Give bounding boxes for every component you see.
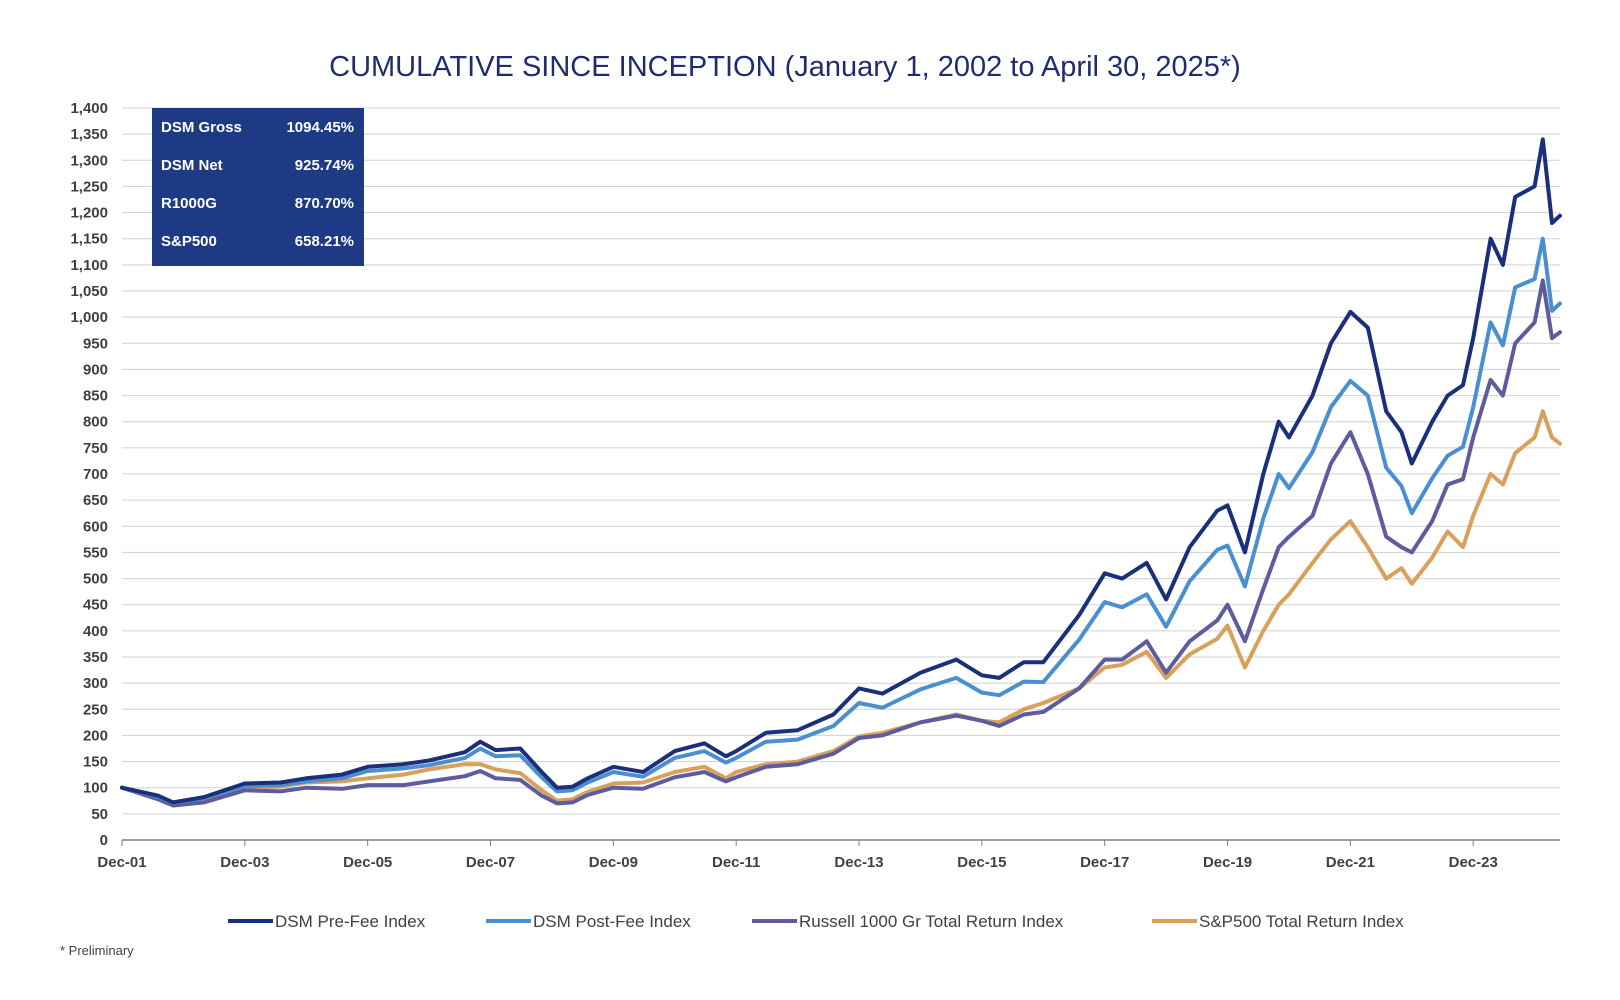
x-tick-label: Dec-11 bbox=[712, 854, 760, 871]
summary-value: 658.21% bbox=[295, 233, 354, 250]
legend-label: Russell 1000 Gr Total Return Index bbox=[799, 912, 1064, 931]
x-tick-label: Dec-05 bbox=[343, 854, 392, 871]
y-tick-label: 1,200 bbox=[70, 205, 108, 222]
y-tick-label: 450 bbox=[83, 597, 108, 614]
legend-label: DSM Post-Fee Index bbox=[533, 912, 691, 931]
summary-value: 925.74% bbox=[295, 157, 354, 174]
legend-label: S&P500 Total Return Index bbox=[1199, 912, 1404, 931]
y-tick-label: 1,050 bbox=[70, 283, 108, 300]
x-tick-label: Dec-03 bbox=[220, 854, 269, 871]
y-tick-label: 250 bbox=[83, 701, 108, 718]
y-tick-label: 900 bbox=[83, 361, 108, 378]
y-tick-label: 1,150 bbox=[70, 231, 108, 248]
y-tick-label: 1,400 bbox=[70, 100, 108, 117]
y-tick-label: 300 bbox=[83, 675, 108, 692]
x-tick-label: Dec-23 bbox=[1449, 854, 1498, 871]
y-tick-label: 200 bbox=[83, 727, 108, 744]
y-tick-label: 100 bbox=[83, 780, 108, 797]
summary-label: DSM Gross bbox=[161, 119, 242, 136]
y-tick-label: 850 bbox=[83, 388, 108, 405]
summary-label: DSM Net bbox=[161, 157, 223, 174]
chart-title: CUMULATIVE SINCE INCEPTION (January 1, 2… bbox=[329, 51, 1241, 83]
series-line-dsm-pre-fee-index bbox=[120, 137, 1562, 805]
y-tick-label: 50 bbox=[91, 806, 108, 823]
y-tick-label: 550 bbox=[83, 544, 108, 561]
x-tick-label: Dec-01 bbox=[97, 854, 146, 871]
y-tick-label: 650 bbox=[83, 492, 108, 509]
x-tick-label: Dec-09 bbox=[589, 854, 638, 871]
x-tick-label: Dec-21 bbox=[1326, 854, 1375, 871]
x-tick-label: Dec-13 bbox=[834, 854, 883, 871]
series-line-russell-1000-gr-total-return-index bbox=[120, 278, 1562, 808]
summary-label: S&P500 bbox=[161, 233, 217, 250]
y-axis-ticks: 0 50 100 150 200 250 300 350 400 450 500 550 600 650 7… bbox=[70, 100, 108, 849]
x-tick-label: Dec-07 bbox=[466, 854, 515, 871]
y-tick-label: 0 bbox=[100, 832, 108, 849]
y-tick-label: 1,300 bbox=[70, 152, 108, 169]
legend-label: DSM Pre-Fee Index bbox=[275, 912, 426, 931]
y-tick-label: 1,000 bbox=[70, 309, 108, 326]
summary-value: 870.70% bbox=[295, 195, 354, 212]
gridlines bbox=[122, 107, 1560, 841]
y-tick-label: 1,350 bbox=[70, 126, 108, 143]
footnote: * Preliminary bbox=[60, 943, 134, 958]
x-tick-label: Dec-17 bbox=[1080, 854, 1129, 871]
legend: DSM Pre-Fee Index DSM Post-Fee Index Russe… bbox=[228, 912, 1404, 931]
summary-box-bg bbox=[152, 108, 364, 266]
y-tick-label: 150 bbox=[83, 754, 108, 771]
series-lines bbox=[120, 137, 1562, 808]
series-line-s-p500-total-return-index bbox=[120, 409, 1562, 806]
x-axis-ticks: Dec-01 Dec-03 Dec-05 Dec-07 Dec-09 Dec-11 Dec-… bbox=[97, 839, 1560, 871]
y-tick-label: 700 bbox=[83, 466, 108, 483]
y-tick-label: 1,250 bbox=[70, 178, 108, 195]
summary-box: DSM Gross 1094.45% DSM Net 925.74% R1000G 870… bbox=[152, 108, 364, 266]
x-tick-label: Dec-19 bbox=[1203, 854, 1252, 871]
y-tick-label: 950 bbox=[83, 335, 108, 352]
y-tick-label: 500 bbox=[83, 571, 108, 588]
x-tick-label: Dec-15 bbox=[957, 854, 1006, 871]
summary-label: R1000G bbox=[161, 195, 217, 212]
y-tick-label: 1,100 bbox=[70, 257, 108, 274]
y-tick-label: 350 bbox=[83, 649, 108, 666]
y-tick-label: 400 bbox=[83, 623, 108, 640]
summary-value: 1094.45% bbox=[286, 119, 354, 136]
y-tick-label: 800 bbox=[83, 414, 108, 431]
series-line-dsm-post-fee-index bbox=[120, 236, 1562, 805]
y-tick-label: 600 bbox=[83, 518, 108, 535]
y-tick-label: 750 bbox=[83, 440, 108, 457]
